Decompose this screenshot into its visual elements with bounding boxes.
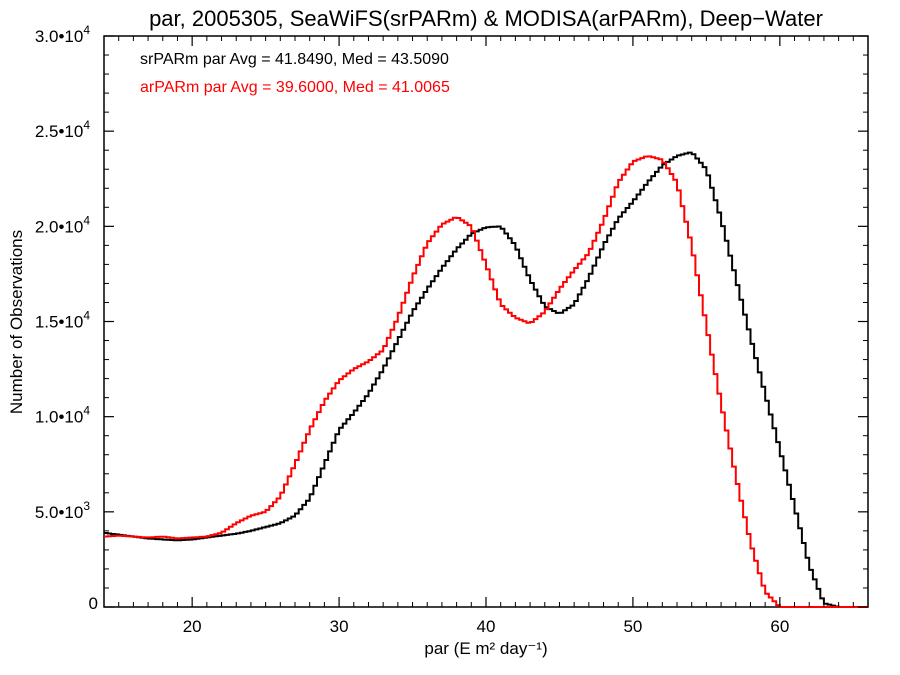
x-tick-label: 60 (770, 617, 789, 636)
x-tick-label: 50 (623, 617, 642, 636)
x-axis-label: par (E m² day⁻¹) (424, 639, 547, 658)
legend-entry-arparm: arPARm par Avg = 39.6000, Med = 41.0065 (140, 79, 450, 96)
y-tick-label: 2.0•104 (35, 213, 91, 236)
y-tick-label: 2.5•104 (35, 118, 91, 141)
x-axis-ticks: 20 30 40 50 60 (118, 36, 854, 636)
series-arparm (104, 155, 868, 608)
series-srparm (104, 151, 868, 608)
y-tick-label: 5.0•103 (35, 499, 91, 522)
legend-entry-srparm: srPARm par Avg = 41.8490, Med = 43.5090 (140, 51, 449, 68)
y-axis-label: Number of Observations (7, 230, 26, 414)
y-tick-label: 0 (89, 594, 98, 613)
plot-frame (103, 35, 869, 608)
y-tick-label: 1.5•104 (35, 309, 91, 332)
y-axis-ticks: 0 5.0•103 1.0•104 1.5•104 2.0•104 2.5•104 3.0•… (35, 23, 868, 613)
x-tick-label: 40 (477, 617, 496, 636)
y-tick-label: 1.0•104 (35, 404, 91, 427)
x-tick-label: 20 (183, 617, 202, 636)
series-layer (104, 151, 868, 608)
chart-title: par, 2005305, SeaWiFS(srPARm) & MODISA(a… (149, 6, 823, 31)
x-tick-label: 30 (330, 617, 349, 636)
y-tick-label: 3.0•104 (35, 23, 91, 46)
